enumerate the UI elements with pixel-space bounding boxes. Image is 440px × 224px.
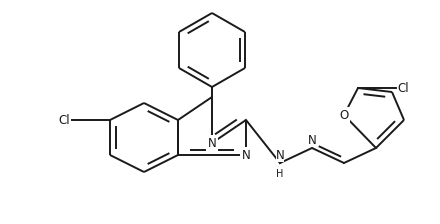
Text: O: O xyxy=(339,108,348,121)
Text: N: N xyxy=(308,134,316,147)
Text: Cl: Cl xyxy=(59,114,70,127)
Text: Cl: Cl xyxy=(397,82,409,95)
Text: N: N xyxy=(208,136,216,149)
Text: N: N xyxy=(275,149,284,162)
Text: H: H xyxy=(276,169,284,179)
Text: N: N xyxy=(242,149,250,162)
